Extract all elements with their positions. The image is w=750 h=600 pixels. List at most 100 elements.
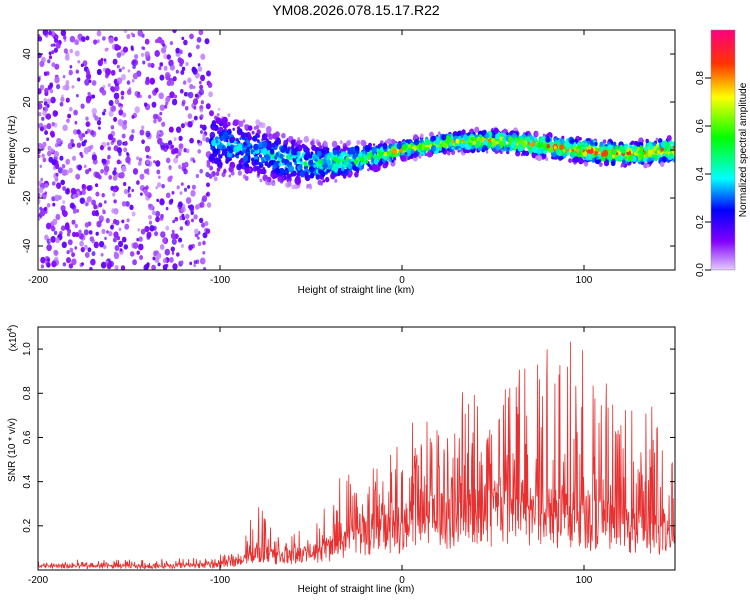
spectrogram-cell	[622, 159, 626, 165]
spectrogram-cell	[198, 30, 204, 36]
spectrogram-cell	[205, 171, 210, 178]
spectrogram-cell	[441, 147, 446, 152]
spectrogram-cell	[233, 140, 237, 145]
spectrogram-cell	[64, 223, 70, 231]
spectrogram-cell	[185, 197, 192, 204]
spectrogram-cell	[154, 231, 159, 237]
spectrogram-cell	[418, 155, 422, 159]
spectrogram-cell	[46, 98, 52, 105]
spectrogram-cell	[244, 176, 249, 181]
spectrogram-cell	[184, 121, 188, 126]
spectrogram-cell	[54, 163, 60, 170]
spectrogram-cell	[116, 64, 120, 69]
spectrogram-cell	[113, 210, 117, 215]
spectrogram-cell	[569, 138, 575, 145]
spectrogram-cell	[72, 231, 77, 238]
spectrogram-cell	[40, 256, 46, 264]
spectrogram-cell	[71, 143, 75, 148]
spectrogram-cell	[89, 266, 93, 270]
spectrogram-cell	[89, 236, 95, 242]
spectrogram-cell	[91, 80, 97, 86]
spectrogram-cell	[86, 70, 91, 76]
spectrogram-cell	[100, 253, 104, 257]
spectrogram-cell	[534, 137, 537, 141]
spectrogram-cell	[69, 202, 75, 209]
spectrogram-cell	[285, 154, 290, 160]
spectrogram-cell	[116, 77, 123, 84]
spectrogram-cell	[476, 140, 481, 146]
spectrogram-cell	[173, 137, 177, 142]
spectrogram-cell	[56, 84, 61, 90]
spectrogram-cell	[42, 30, 49, 36]
spectrogram-cell	[287, 181, 292, 187]
spectrogram-cell	[144, 145, 151, 153]
spectrogram-cell	[138, 243, 144, 251]
spectrogram-cell	[624, 156, 628, 160]
spectrogram-cell	[278, 162, 282, 167]
spectrogram-cell	[44, 210, 48, 214]
spectrogram-cell	[102, 111, 106, 116]
spectrogram-cell	[181, 99, 186, 105]
spectrogram-cell	[178, 201, 183, 208]
spectrogram-cell	[591, 157, 596, 163]
spectrogram-cell	[85, 130, 88, 135]
spectrogram-cell	[121, 201, 127, 207]
spectrogram-cell	[202, 136, 206, 142]
spectrogram-cell	[47, 258, 50, 262]
spectrogram-cell	[180, 260, 184, 265]
spectrogram-cell	[210, 146, 213, 150]
spectrogram-cell	[189, 137, 194, 144]
spectrogram-cell	[327, 164, 333, 171]
spectrogram-cell	[54, 63, 60, 70]
spectrogram-cell	[577, 144, 582, 150]
spectrogram-cell	[114, 245, 120, 251]
spectrogram-cell	[130, 32, 134, 36]
spectrogram-cell	[291, 144, 295, 149]
spectrogram-cell	[91, 107, 98, 115]
spectrogram-cell	[581, 142, 585, 146]
spectrogram-cell	[157, 262, 161, 267]
spectrogram-cell	[48, 55, 53, 60]
spectrogram-cell	[582, 151, 588, 157]
spectrogram-cell	[162, 237, 167, 244]
spectrogram-cell	[373, 153, 377, 157]
spectrogram-cell	[108, 37, 114, 44]
spectrogram-cell	[288, 156, 293, 161]
spectrogram-cell	[123, 30, 128, 34]
spectrogram-cell	[99, 145, 104, 151]
spectrogram-cell	[132, 168, 139, 175]
spectrogram-cell	[60, 30, 67, 37]
spectrogram-cell	[553, 145, 557, 150]
spectrogram-cell	[131, 188, 134, 193]
spectrogram-cell	[669, 145, 674, 151]
spectrogram-cell	[76, 142, 82, 148]
spectrogram-cell	[42, 157, 47, 163]
spectrogram-cell	[164, 248, 170, 256]
spectrogram-cell	[182, 216, 186, 221]
spectrogram-cell	[67, 113, 71, 119]
spectrogram-cell	[169, 257, 174, 263]
spectrogram-cell	[318, 159, 323, 165]
spectrogram-cell	[354, 145, 359, 151]
spectrogram-cell	[502, 137, 505, 142]
spectrogram-cell	[467, 132, 471, 136]
spectrogram-cell	[126, 34, 131, 39]
spectrogram-cell	[65, 97, 70, 103]
spectrogram-cell	[159, 74, 165, 81]
spectrogram-cell	[200, 114, 204, 119]
spectrogram-cell	[60, 225, 66, 231]
spectrogram-cell	[371, 146, 377, 153]
spectrogram-cell	[170, 198, 174, 203]
spectrogram-cell	[43, 98, 47, 103]
spectrogram-cell	[250, 145, 253, 149]
spectrogram-cell	[227, 113, 231, 118]
spectrogram-cell	[284, 170, 288, 174]
spectrogram-cell	[173, 157, 179, 164]
spectrogram-cell	[43, 101, 48, 106]
spectrogram-cell	[303, 161, 308, 167]
spectrogram-cell	[362, 153, 366, 158]
spectrogram-cell	[333, 164, 338, 169]
spectrogram-cell	[74, 50, 80, 57]
spectrogram-cell	[118, 240, 124, 248]
